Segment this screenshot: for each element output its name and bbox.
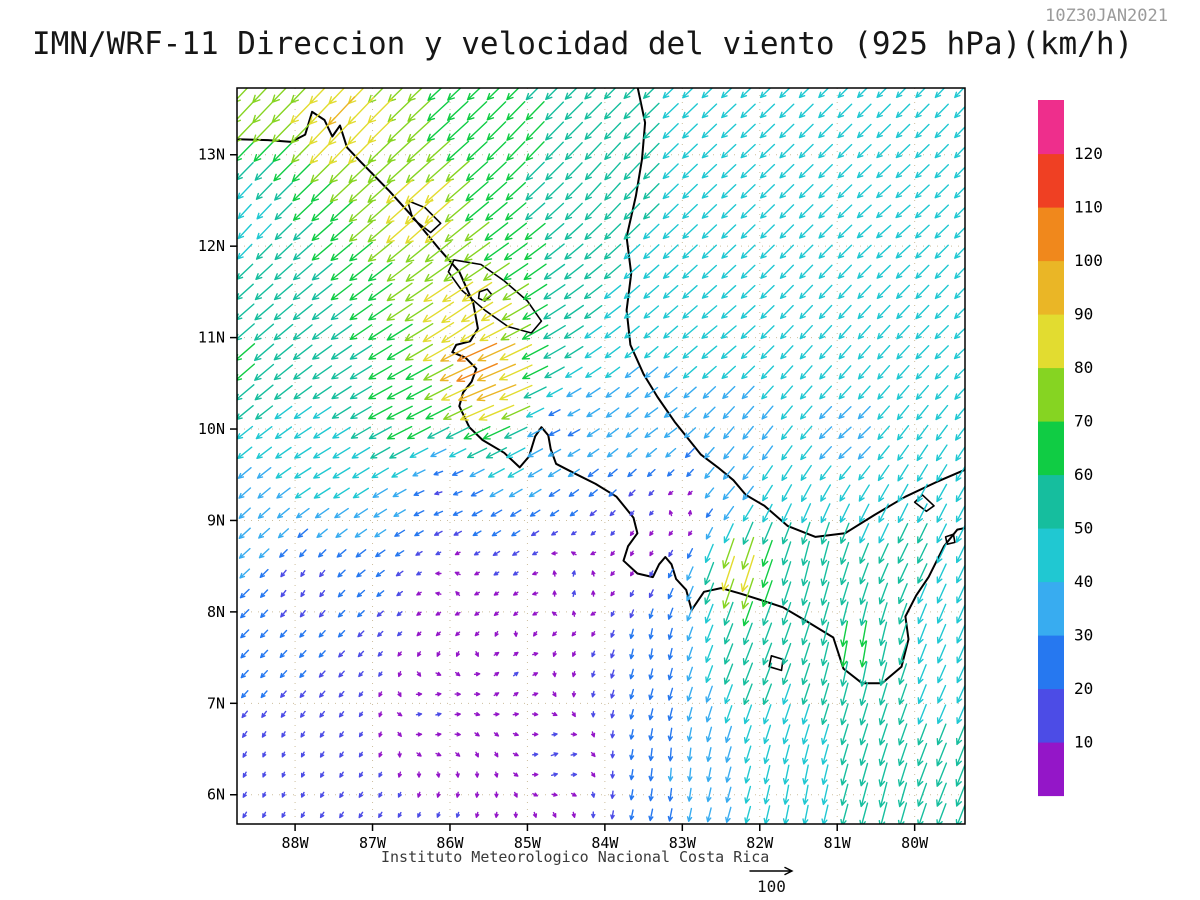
x-tick-label: 85W — [514, 834, 542, 852]
colorbar-label: 10 — [1074, 733, 1093, 752]
y-tick-label: 11N — [198, 329, 225, 347]
island-outline — [944, 533, 956, 545]
colorbar-segment — [1038, 688, 1064, 743]
colorbar-segment — [1038, 260, 1064, 315]
colorbar-label: 80 — [1074, 358, 1093, 377]
colorbar-segment — [1038, 314, 1064, 369]
wind-arrows — [237, 366, 871, 823]
wind-arrows — [241, 489, 674, 820]
plot-frame — [236, 87, 966, 825]
degree-gridlines — [237, 88, 965, 824]
y-tick-label: 13N — [198, 146, 225, 164]
colorbar-segment — [1038, 153, 1064, 208]
x-tick-label: 83W — [669, 834, 697, 852]
x-tick-label: 82W — [746, 834, 774, 852]
y-tick-label: 6N — [207, 786, 225, 804]
colorbar-label: 70 — [1074, 412, 1093, 431]
island-outline — [477, 288, 493, 302]
island-outline — [768, 655, 784, 672]
y-tick-label: 9N — [207, 511, 225, 529]
y-tick-label: 10N — [198, 420, 225, 438]
y-tick-label: 12N — [198, 237, 225, 255]
colorbar-label: 30 — [1074, 626, 1093, 645]
x-tick-label: 88W — [282, 834, 310, 852]
wind-arrows — [239, 409, 713, 822]
chart-caption: Instituto Meteorologico Nacional Costa R… — [381, 848, 770, 866]
colorbar: 10 20 30 40 50 60 70 80 90 100 110 120 — [1038, 100, 1103, 797]
x-tick-label: 86W — [436, 834, 464, 852]
colorbar-label: 50 — [1074, 519, 1093, 538]
lake-outline — [447, 259, 543, 334]
wind-vector-layer — [237, 88, 965, 824]
reference-vector-label: 100 — [757, 877, 786, 896]
wind-arrows — [237, 88, 965, 824]
x-tick-label: 87W — [359, 834, 387, 852]
wind-arrows — [327, 96, 517, 402]
colorbar-segment — [1038, 635, 1064, 690]
coastline — [625, 88, 965, 538]
reference-arrow — [749, 866, 794, 876]
lake-outline — [406, 199, 442, 234]
x-tick-label: 81W — [824, 834, 852, 852]
colorbar-segment — [1038, 421, 1064, 476]
colorbar-label: 120 — [1074, 144, 1103, 163]
colorbar-segment — [1038, 581, 1064, 636]
chart-timestamp: 10Z30JAN2021 — [1045, 6, 1168, 26]
colorbar-label: 60 — [1074, 465, 1093, 484]
y-tick-label: 8N — [207, 603, 225, 621]
colorbar-segment — [1038, 100, 1064, 155]
y-tick-label: 7N — [207, 694, 225, 712]
colorbar-label: 40 — [1074, 572, 1093, 591]
x-tick-label: 80W — [901, 834, 929, 852]
colorbar-segment — [1038, 528, 1064, 583]
x-tick-label: 84W — [591, 834, 619, 852]
y-axis: 13N 12N 11N 10N 9N 8N 7N 6N — [198, 146, 237, 804]
colorbar-segment — [1038, 474, 1064, 529]
wind-arrows — [378, 490, 693, 819]
colorbar-label: 20 — [1074, 679, 1093, 698]
wind-arrows — [456, 342, 498, 382]
colorbar-segment — [1038, 367, 1064, 422]
wind-arrows — [237, 88, 755, 610]
colorbar-segment — [1038, 207, 1064, 262]
wind-arrows — [237, 88, 965, 824]
x-axis: 88W 87W 86W 85W 84W 83W 82W 81W 80W — [282, 824, 929, 852]
wind-arrows — [290, 88, 755, 593]
chart-title: IMN/WRF-11 Direccion y velocidad del vie… — [32, 26, 1134, 62]
wind-arrows — [237, 88, 868, 668]
colorbar-segment — [1038, 742, 1064, 797]
colorbar-label: 100 — [1074, 251, 1103, 270]
colorbar-label: 90 — [1074, 305, 1093, 324]
colorbar-label: 110 — [1074, 198, 1103, 217]
